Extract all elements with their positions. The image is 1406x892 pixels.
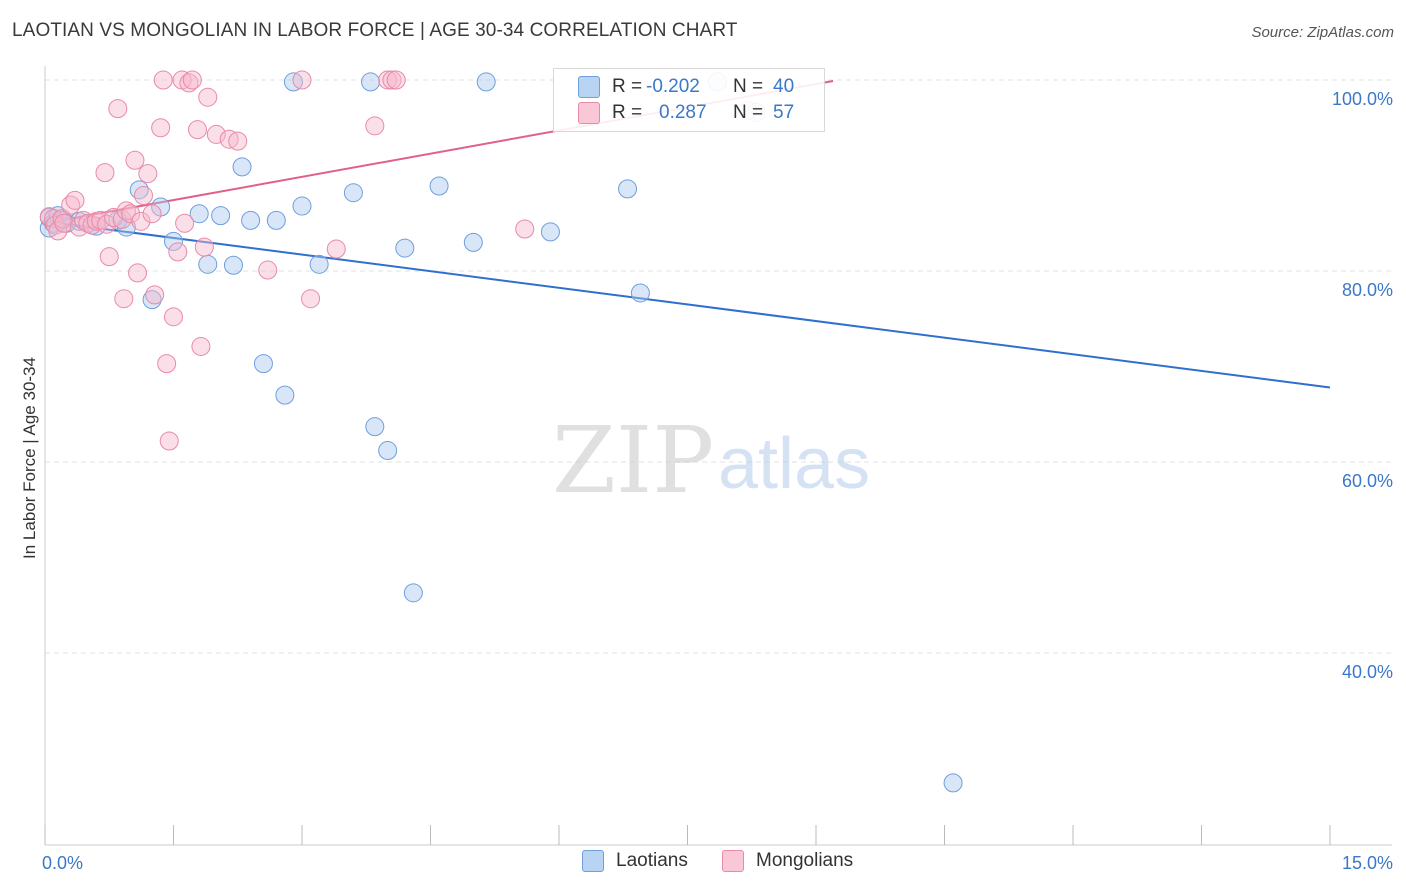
legend-swatch-pink [578, 102, 600, 124]
mongolians-point [131, 211, 151, 231]
mongolians-point [292, 70, 312, 90]
mongolians-point [382, 70, 402, 90]
mongolians-point [48, 221, 68, 241]
laotians-point [429, 176, 449, 196]
mongolians-point [97, 214, 117, 234]
tick-labels: 40.0% 60.0% 80.0% 100.0% 0.0% 15.0% [42, 89, 1393, 873]
mongolians-point [159, 431, 179, 451]
laotians-point [241, 210, 261, 230]
laotians-point [403, 583, 423, 603]
mongolians-point [206, 124, 226, 144]
mongolians-swatch [722, 850, 744, 872]
laotians-point [365, 417, 385, 437]
mongolians-point [138, 164, 158, 184]
laotians-label: Laotians [616, 850, 688, 871]
x-tick-label-max: 15.0% [1342, 853, 1393, 873]
mongolians-point [179, 73, 199, 93]
mongolians-point [191, 336, 211, 356]
mongolians-point [145, 285, 165, 305]
mongolians-point [95, 163, 115, 183]
x-tick-label-min: 0.0% [42, 853, 83, 873]
y-tick-label: 40.0% [1342, 662, 1393, 682]
mongolians-point [153, 70, 173, 90]
watermark-zip: ZIP [552, 407, 714, 514]
y-tick-label: 60.0% [1342, 471, 1393, 491]
mongolians-point [108, 99, 128, 119]
mongolians-point [515, 219, 535, 239]
mongolians-point [168, 242, 188, 262]
laotians-trend-line [44, 220, 1331, 389]
legend-n-value: 57 [773, 102, 795, 123]
mongolians-point [326, 239, 346, 259]
mongolians-point [99, 247, 119, 267]
legend-r-value: -0.202 [646, 76, 700, 97]
axes [44, 66, 1392, 846]
laotians-point [618, 179, 638, 199]
watermark-atlas: atlas [718, 424, 870, 504]
laotians-point [232, 157, 252, 177]
mongolians-point [128, 263, 148, 283]
mongolians-point [365, 116, 385, 136]
laotians-point [164, 231, 183, 251]
mongolians-point [125, 150, 145, 170]
laotians-point [378, 441, 398, 461]
laotians-point [292, 196, 312, 216]
laotians-point [266, 210, 286, 230]
legend-swatch-blue [578, 76, 600, 98]
laotians-point [211, 206, 231, 226]
legend-r-label: R = [612, 102, 643, 123]
y-tick-label: 80.0% [1342, 280, 1393, 300]
mongolians-point [91, 210, 111, 230]
legend-r-label: R = [612, 76, 643, 97]
mongolians-point [134, 186, 154, 206]
mongolians-point [301, 289, 321, 309]
mongolians-point [65, 190, 85, 210]
source-label: Source: ZipAtlas.com [1251, 24, 1394, 41]
laotians-point [275, 385, 295, 405]
mongolians-point [228, 131, 248, 151]
mongolians-point [175, 213, 195, 233]
y-tick-label: 100.0% [1332, 89, 1393, 109]
mongolians-point [258, 260, 278, 280]
mongolians-point [194, 237, 214, 257]
laotians-point [943, 773, 963, 793]
mongolians-point [187, 120, 207, 140]
laotians-point [253, 354, 273, 374]
legend-item-mongolians[interactable]: Mongolians [722, 850, 853, 872]
laotians-point [361, 72, 381, 92]
mongolians-point [198, 87, 218, 107]
laotians-point [309, 254, 329, 274]
mongolians-point [114, 289, 134, 309]
mongolians-point [157, 354, 177, 374]
legend-n-label: N = [733, 102, 764, 123]
series-legend: Laotians Mongolians [0, 850, 1406, 878]
laotians-point [198, 254, 218, 274]
legend-r-value: 0.287 [659, 102, 707, 123]
legend-item-laotians[interactable]: Laotians [582, 850, 688, 872]
correlation-legend: R = -0.202 N = 40 R = 0.287 N = 57 [553, 68, 825, 132]
mongolians-point [164, 307, 183, 327]
laotians-point [343, 183, 363, 203]
laotians-point [540, 222, 560, 242]
laotians-point [476, 72, 496, 92]
mongolians-point [142, 204, 162, 224]
mongolians-point [386, 70, 406, 90]
watermark: ZIP atlas [552, 407, 870, 514]
laotians-point [395, 238, 415, 258]
mongolians-point [151, 118, 171, 138]
chart-title: LAOTIAN VS MONGOLIAN IN LABOR FORCE | AG… [12, 20, 738, 41]
legend-n-label: N = [733, 76, 764, 97]
mongolians-point [121, 204, 141, 224]
laotians-point [189, 204, 209, 224]
laotians-swatch [582, 850, 604, 872]
laotians-point [630, 283, 650, 303]
mongolians-point [182, 70, 202, 90]
mongolians-label: Mongolians [756, 850, 854, 871]
laotians-point [463, 232, 483, 252]
legend-n-value: 40 [773, 76, 795, 97]
laotians-point [223, 255, 243, 275]
mongolians-point [54, 213, 74, 233]
